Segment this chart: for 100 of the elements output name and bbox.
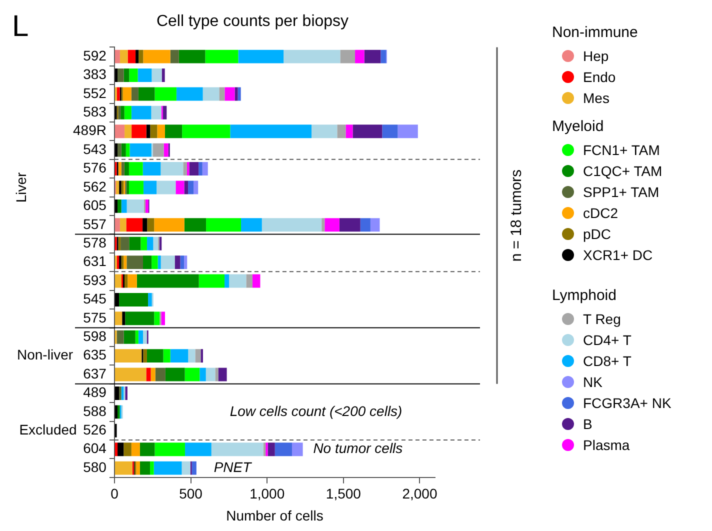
bar <box>142 162 161 176</box>
bar <box>143 180 157 194</box>
bar <box>114 386 120 400</box>
bar <box>163 349 170 363</box>
bar <box>143 330 147 344</box>
bar <box>162 106 167 120</box>
bar <box>155 368 166 382</box>
bar <box>238 50 284 64</box>
bar <box>206 368 216 382</box>
bar <box>118 68 124 82</box>
bar <box>154 312 160 326</box>
bar <box>154 87 176 101</box>
bar <box>129 236 141 250</box>
bar <box>150 124 158 138</box>
bar <box>176 180 184 194</box>
bar <box>128 274 137 288</box>
bar <box>135 330 138 344</box>
bar <box>178 50 206 64</box>
bar <box>114 274 122 288</box>
bar <box>157 124 165 138</box>
bar <box>114 50 120 64</box>
bar <box>146 349 164 363</box>
bar <box>160 162 184 176</box>
bar <box>124 162 129 176</box>
bar <box>121 143 126 157</box>
bar <box>146 236 154 250</box>
bar <box>337 124 346 138</box>
bar <box>143 349 147 363</box>
bar <box>202 87 220 101</box>
bar <box>154 218 184 232</box>
bar <box>143 50 170 64</box>
bar <box>152 256 158 270</box>
bar <box>198 162 202 176</box>
bar <box>114 143 118 157</box>
bar <box>114 218 120 232</box>
bar <box>202 162 208 176</box>
bar <box>398 124 418 138</box>
bar <box>218 368 227 382</box>
bar <box>219 87 225 101</box>
bar <box>131 106 152 120</box>
bar <box>188 180 194 194</box>
legend-label: Plasma <box>583 436 630 452</box>
bar <box>195 349 201 363</box>
bar <box>114 442 118 456</box>
bar <box>162 68 165 82</box>
y-tick-label: 605 <box>83 197 107 214</box>
bar <box>205 50 238 64</box>
bar <box>140 442 155 456</box>
bar <box>121 162 124 176</box>
bar <box>114 312 122 326</box>
legend-label: cDC2 <box>583 204 618 220</box>
y-tick-label: 593 <box>83 272 107 288</box>
y-tick-label: 526 <box>83 422 107 438</box>
bar <box>211 442 264 456</box>
bar <box>121 199 127 213</box>
bar <box>380 50 386 64</box>
bar <box>114 405 118 419</box>
bar <box>184 368 200 382</box>
bar <box>234 87 238 101</box>
bar <box>124 256 127 270</box>
x-tick-label: 1,500 <box>326 486 362 502</box>
y-tick-label: 557 <box>83 216 107 232</box>
bar <box>116 180 120 194</box>
legend-label: NK <box>583 374 602 390</box>
bar <box>150 461 154 475</box>
bar <box>152 68 162 82</box>
bar <box>120 218 126 232</box>
bar <box>224 274 230 288</box>
bar <box>150 368 156 382</box>
bar <box>206 218 242 232</box>
annotation: No tumor cells <box>313 440 403 456</box>
bar <box>158 256 161 270</box>
legend-label: C1QC+ TAM <box>583 162 662 178</box>
x-tick-label: 500 <box>179 486 203 502</box>
bar <box>128 50 136 64</box>
bar <box>184 218 206 232</box>
bar <box>238 87 241 101</box>
legend-label: XCR1+ DC <box>583 246 653 262</box>
bar <box>124 274 128 288</box>
bar <box>124 106 132 120</box>
bar <box>114 68 118 82</box>
bar <box>170 50 179 64</box>
bar <box>128 162 143 176</box>
bar <box>143 256 152 270</box>
bar <box>126 218 143 232</box>
bar <box>252 274 260 288</box>
bar <box>114 124 125 138</box>
y-tick-label: 575 <box>83 309 107 326</box>
bar <box>230 124 312 138</box>
bar <box>339 218 360 232</box>
bar <box>140 236 147 250</box>
text: Lymphoid <box>552 287 618 304</box>
bar <box>324 218 340 232</box>
y-tick-label: 592 <box>83 47 107 64</box>
bar <box>160 256 175 270</box>
bar <box>146 124 150 138</box>
bar <box>118 143 122 157</box>
y-tick-label: 631 <box>83 253 107 270</box>
bar <box>184 442 212 456</box>
y-tick-label: 576 <box>83 160 107 176</box>
